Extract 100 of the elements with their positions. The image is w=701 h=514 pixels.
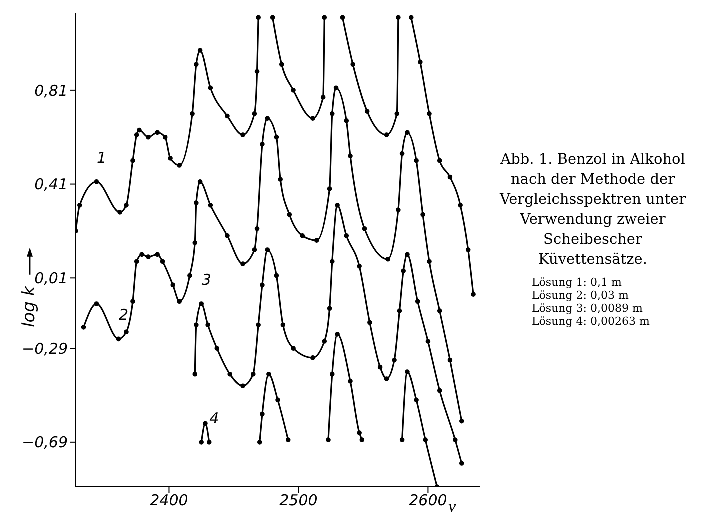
- point: [240, 384, 246, 388]
- point: [418, 60, 423, 65]
- point: [458, 203, 463, 208]
- point: [155, 130, 160, 136]
- point: [287, 212, 292, 218]
- point: [405, 130, 410, 136]
- text: Lösung 4: 0,00263 m: [532, 315, 651, 328]
- point: [94, 180, 100, 184]
- point: [188, 273, 192, 278]
- point: [260, 412, 265, 417]
- point: [397, 308, 402, 314]
- point: [168, 156, 173, 161]
- point: [348, 379, 353, 384]
- point: [240, 262, 246, 266]
- point: [160, 259, 166, 264]
- point: [300, 234, 306, 238]
- y-tick-label: 0,01: [34, 269, 68, 288]
- point: [357, 430, 362, 436]
- point: [192, 372, 198, 377]
- point: [203, 421, 208, 426]
- x-axis-title: ν: [448, 497, 456, 514]
- point: [437, 158, 442, 164]
- point: [198, 48, 203, 53]
- point: [394, 112, 400, 116]
- y-tick-label: −0,29: [22, 340, 68, 358]
- point: [396, 208, 401, 213]
- point: [426, 339, 431, 344]
- point: [279, 62, 284, 68]
- point: [400, 438, 405, 442]
- point: [274, 273, 280, 278]
- point: [77, 203, 82, 208]
- point: [360, 438, 365, 442]
- point: [260, 282, 265, 288]
- point: [254, 226, 260, 232]
- point: [362, 226, 368, 232]
- point: [330, 372, 335, 377]
- point: [466, 248, 471, 252]
- text: Lösung 1: 0,1 m: [532, 276, 623, 289]
- point: [225, 114, 230, 119]
- y-tick-label: 0,81: [34, 82, 68, 100]
- point: [322, 339, 328, 344]
- point: [266, 372, 272, 377]
- point: [94, 302, 100, 306]
- point: [322, 15, 328, 20]
- point: [252, 112, 258, 116]
- point: [350, 62, 356, 68]
- point: [427, 112, 432, 116]
- point: [405, 252, 410, 258]
- point: [414, 158, 419, 164]
- point: [415, 299, 420, 304]
- point: [401, 268, 406, 274]
- point: [437, 388, 442, 394]
- point: [291, 346, 296, 351]
- point: [437, 308, 442, 314]
- x-tick-label: 2600: [409, 492, 448, 510]
- y-tick-label: −0,69: [22, 434, 68, 452]
- point: [291, 88, 296, 93]
- text: Abb. 1. Benzol in Alkohol nach der Methode der Vergleichsspektren unter Verwendung zweier Scheibescher Küvettensätze.: [498, 151, 688, 270]
- x-tick-label: 2500: [280, 492, 318, 510]
- point: [274, 134, 280, 140]
- point: [335, 332, 340, 337]
- point: [130, 158, 136, 164]
- series-label: 4: [210, 409, 220, 428]
- y-axis-title: log k: [20, 285, 40, 328]
- point: [368, 320, 372, 326]
- point: [124, 330, 129, 335]
- point: [199, 302, 204, 306]
- point: [448, 358, 453, 363]
- point: [260, 142, 265, 147]
- x-tick-label: 2400: [150, 492, 188, 510]
- point: [286, 438, 291, 442]
- series-label: 1: [96, 148, 106, 167]
- point: [400, 151, 405, 156]
- point: [340, 15, 346, 20]
- point: [378, 364, 383, 370]
- point: [116, 336, 122, 342]
- series-label: 2: [118, 306, 129, 324]
- point: [124, 203, 129, 208]
- point: [280, 322, 286, 328]
- point: [130, 299, 136, 304]
- point: [225, 234, 230, 238]
- point: [348, 154, 353, 159]
- point: [334, 86, 339, 90]
- point: [310, 356, 316, 360]
- text: Lösung 3: 0,0089 m: [532, 302, 644, 315]
- point: [320, 95, 326, 100]
- point: [177, 299, 182, 304]
- point: [314, 238, 320, 244]
- point: [194, 322, 199, 328]
- point: [448, 174, 453, 180]
- point: [162, 134, 168, 140]
- point: [137, 128, 142, 133]
- point: [146, 134, 151, 140]
- point: [471, 292, 476, 297]
- point: [270, 15, 276, 20]
- point: [134, 132, 140, 138]
- point: [386, 256, 390, 262]
- point: [155, 252, 160, 258]
- point: [330, 112, 335, 116]
- point: [423, 438, 428, 442]
